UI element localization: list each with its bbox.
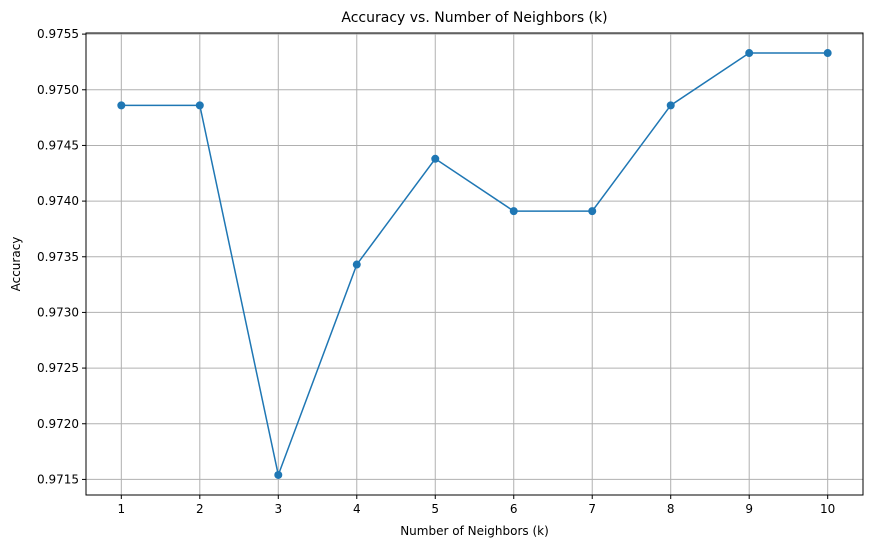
x-tick-label: 2 <box>196 502 204 516</box>
accuracy-series-line <box>121 52 828 478</box>
y-tick-label: 0.9750 <box>37 83 79 97</box>
y-tick-label: 0.9755 <box>37 27 79 41</box>
data-point-k10 <box>823 49 832 58</box>
y-tick-label: 0.9715 <box>37 472 79 486</box>
x-tick-label: 5 <box>431 502 439 516</box>
x-tick-label: 9 <box>745 502 753 516</box>
x-tick-label: 3 <box>274 502 282 516</box>
grid-layer <box>86 33 863 495</box>
x-axis-label: Number of Neighbors (k) <box>400 524 549 538</box>
series-layer <box>117 49 832 479</box>
x-tick-label: 7 <box>588 502 596 516</box>
data-point-k2 <box>195 101 204 110</box>
y-tick-label: 0.9745 <box>37 138 79 152</box>
y-tick-label: 0.9740 <box>37 194 79 208</box>
data-point-k1 <box>117 101 126 110</box>
data-point-k7 <box>588 207 597 216</box>
x-tick-label: 6 <box>510 502 518 516</box>
y-tick-label: 0.9725 <box>37 361 79 375</box>
ticks-layer: 1 2 3 4 5 6 7 8 9 10 0.9715 0.9720 0.9725 0.9730 0.973… <box>37 27 835 516</box>
y-axis-label: Accuracy <box>9 237 23 292</box>
x-tick-label: 1 <box>117 502 125 516</box>
plot-frame <box>85 32 864 496</box>
data-point-k3 <box>274 470 283 479</box>
y-tick-label: 0.9730 <box>37 305 79 319</box>
y-tick-label: 0.9720 <box>37 417 79 431</box>
x-tick-label: 8 <box>667 502 675 516</box>
data-point-k9 <box>745 49 754 58</box>
data-point-k6 <box>509 207 518 216</box>
y-tick-label: 0.9735 <box>37 250 79 264</box>
x-tick-label: 10 <box>820 502 835 516</box>
x-tick-label: 4 <box>353 502 361 516</box>
chart-title: Accuracy vs. Number of Neighbors (k) <box>341 10 607 26</box>
data-point-k5 <box>431 154 440 163</box>
data-point-k4 <box>352 260 361 269</box>
data-point-k8 <box>666 101 675 110</box>
